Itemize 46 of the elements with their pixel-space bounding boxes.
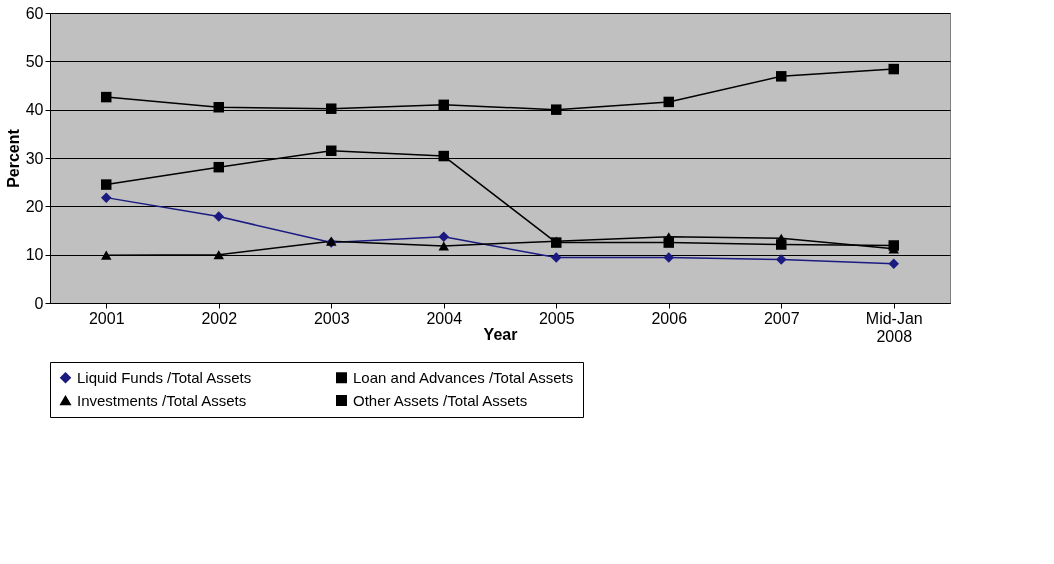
y-tick-label: 20: [25, 197, 44, 215]
y-tick-label: 50: [25, 52, 44, 70]
x-tick-label: 2004: [426, 309, 463, 327]
point: [438, 150, 449, 162]
point: [776, 239, 787, 250]
point: [101, 192, 112, 203]
y-axis-title: Percent: [4, 128, 22, 188]
point: [438, 241, 449, 251]
legend-label: Other Assets /Total Assets: [353, 391, 528, 409]
point: [326, 145, 337, 156]
point: [551, 252, 562, 263]
point: [551, 104, 562, 115]
point: [888, 258, 899, 270]
y-tick-label: 40: [25, 101, 44, 119]
point: [888, 63, 899, 75]
legend-label: Investments /Total Assets: [77, 391, 247, 409]
point: [776, 71, 787, 82]
point: [101, 179, 112, 190]
point: [776, 254, 787, 265]
point: [438, 99, 449, 111]
point: [101, 250, 112, 260]
point: [213, 250, 224, 260]
y-tick-label: 10: [25, 246, 44, 264]
y-tick-label: 30: [25, 149, 44, 167]
point: [101, 91, 112, 103]
point: [663, 252, 674, 263]
x-tick-label: 2003: [313, 309, 350, 327]
x-tick-label: 2006: [651, 309, 688, 327]
x-tick-label: 2002: [201, 309, 238, 327]
point: [213, 211, 224, 222]
x-tick-label: 2001: [88, 309, 125, 327]
point: [663, 96, 674, 108]
x-tick-label: 2005: [538, 309, 575, 327]
point: [438, 231, 449, 243]
legend-label: Loan and Advances /Total Assets: [353, 368, 574, 386]
x-axis-title: Year: [483, 325, 518, 343]
y-tick-label: 0: [34, 294, 44, 312]
point: [663, 237, 674, 248]
point: [888, 240, 899, 251]
point: [213, 102, 224, 113]
point: [213, 161, 224, 173]
x-tick-label: Mid-Jan 2008: [865, 309, 923, 345]
point: [326, 103, 337, 114]
legend-label: Liquid Funds /Total Assets: [77, 368, 252, 386]
y-tick-label: 60: [25, 4, 44, 22]
x-tick-label: 2007: [763, 309, 800, 327]
